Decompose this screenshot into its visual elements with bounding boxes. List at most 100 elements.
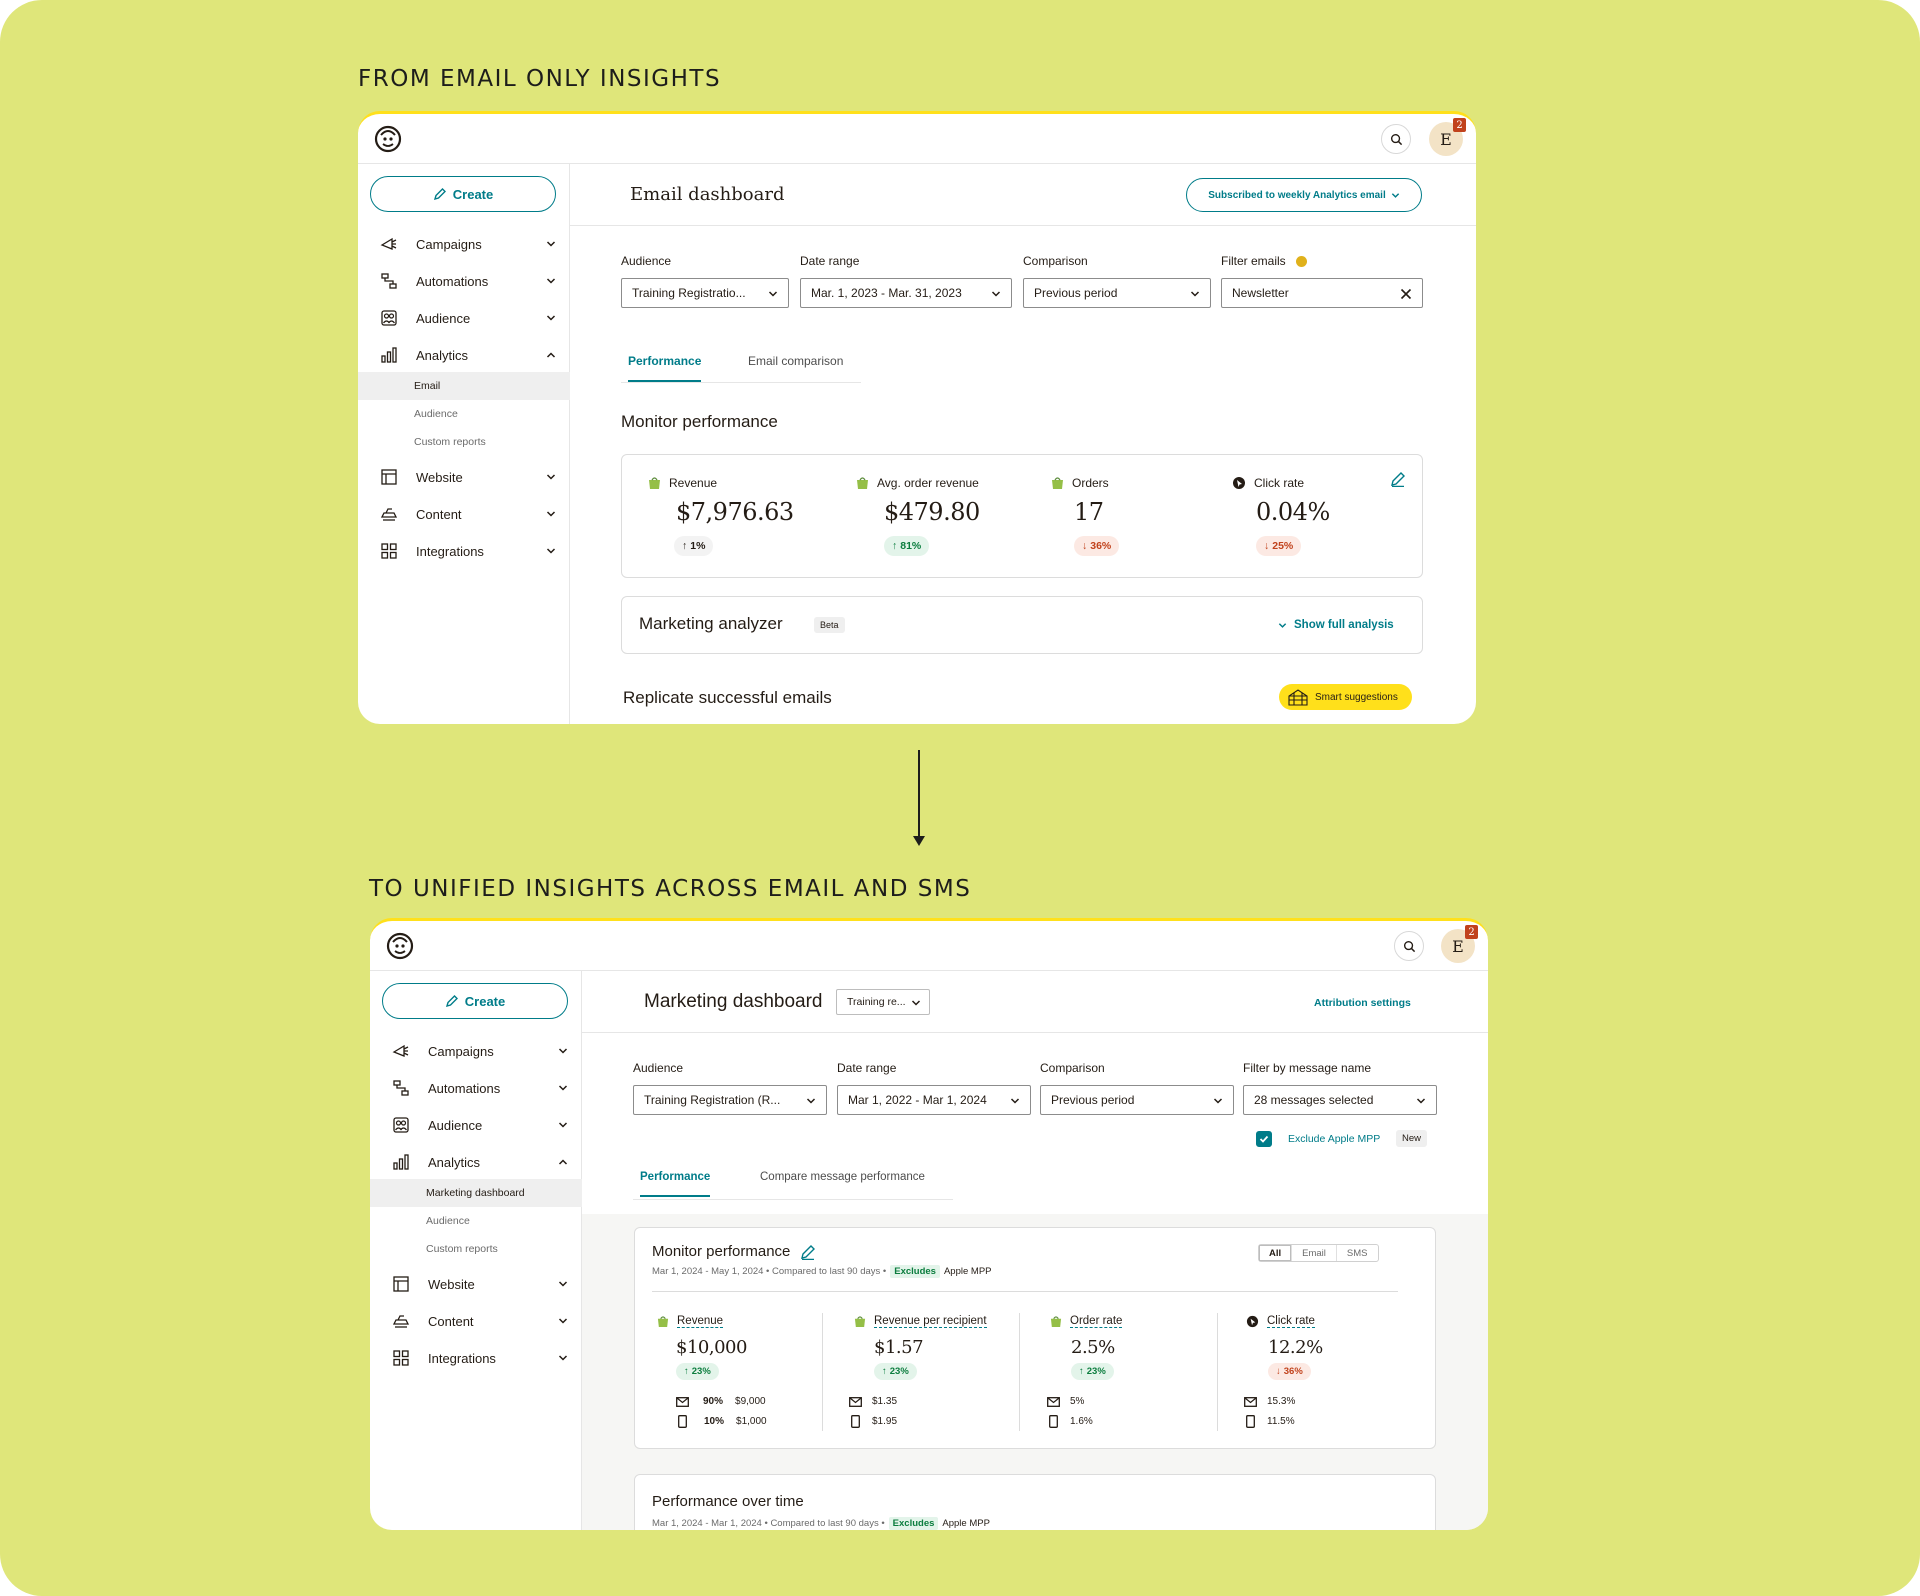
pencil-icon[interactable] bbox=[1390, 471, 1406, 487]
nav-label: Campaigns bbox=[428, 1043, 494, 1059]
date-range-select[interactable]: Mar 1, 2022 - Mar 1, 2024 bbox=[837, 1085, 1031, 1115]
email-icon bbox=[849, 1396, 862, 1407]
nav-automations[interactable]: Automations bbox=[370, 1073, 582, 1103]
meta-dates: Mar 1, 2024 - Mar 1, 2024 • Compared to … bbox=[652, 1518, 885, 1529]
nav-sub-email[interactable]: Email bbox=[358, 372, 570, 400]
nav-campaigns[interactable]: Campaigns bbox=[370, 1036, 582, 1066]
exclude-apple-mpp-checkbox[interactable] bbox=[1256, 1131, 1272, 1147]
nav-analytics[interactable]: Analytics bbox=[370, 1147, 582, 1177]
nav-content[interactable]: Content bbox=[370, 1306, 582, 1336]
metrics-card bbox=[621, 454, 1423, 578]
nav-audience[interactable]: Audience bbox=[370, 1110, 582, 1140]
metric-rpr-label: Revenue per recipient bbox=[854, 1315, 987, 1328]
comparison-select[interactable]: Previous period bbox=[1040, 1085, 1234, 1115]
meta-mpp: Apple MPP bbox=[942, 1518, 990, 1529]
nav-label: Integrations bbox=[428, 1350, 496, 1366]
metric-aov-value: $479.80 bbox=[884, 498, 980, 526]
chevron-down-icon bbox=[546, 511, 556, 517]
rpr-email-breakdown: $1.35 bbox=[849, 1396, 897, 1407]
show-full-analysis-button[interactable]: Show full analysis bbox=[1278, 619, 1394, 631]
chevron-down-icon bbox=[546, 315, 556, 321]
status-dot bbox=[1295, 255, 1307, 267]
metric-click-rate-label: Click rate bbox=[1232, 476, 1304, 490]
segment-all[interactable]: All bbox=[1259, 1245, 1293, 1261]
arrow-up-icon: ↑ bbox=[682, 540, 688, 552]
email-val: $1.35 bbox=[872, 1396, 898, 1407]
new-badge: New bbox=[1396, 1130, 1428, 1147]
create-button[interactable]: Create bbox=[382, 983, 568, 1019]
create-button[interactable]: Create bbox=[370, 176, 556, 212]
tab-compare-message-performance[interactable]: Compare message performance bbox=[760, 1171, 925, 1183]
phone-icon bbox=[1246, 1415, 1255, 1428]
metric-order-rate-value: 2.5% bbox=[1071, 1337, 1115, 1358]
filter-emails-input[interactable]: Newsletter bbox=[1221, 278, 1423, 308]
pot-meta: Mar 1, 2024 - Mar 1, 2024 • Compared to … bbox=[652, 1517, 990, 1530]
audience-label: Audience bbox=[633, 1061, 684, 1075]
smart-suggestions-button[interactable]: Smart suggestions bbox=[1279, 684, 1412, 710]
pencil-icon[interactable] bbox=[800, 1244, 816, 1260]
nav-audience[interactable]: Audience bbox=[358, 303, 570, 333]
segment-sms[interactable]: SMS bbox=[1346, 1247, 1368, 1259]
select-value: Mar 1, 2022 - Mar 1, 2024 bbox=[848, 1093, 987, 1107]
email-icon bbox=[1244, 1396, 1257, 1407]
tab-performance[interactable]: Performance bbox=[628, 354, 702, 382]
metric-rpr-value: $1.57 bbox=[874, 1337, 924, 1358]
analytics-icon bbox=[381, 347, 397, 363]
sms-val: 1.6% bbox=[1070, 1416, 1093, 1427]
chevron-down-icon bbox=[558, 1281, 568, 1287]
freddie-logo-icon[interactable] bbox=[384, 930, 416, 962]
tab-performance[interactable]: Performance bbox=[640, 1171, 711, 1197]
nav-content[interactable]: Content bbox=[358, 499, 570, 529]
search-icon bbox=[1390, 133, 1402, 145]
tab-email-comparison[interactable]: Email comparison bbox=[748, 354, 844, 368]
arrow-up-icon: ↑ bbox=[684, 1366, 689, 1377]
shopify-bag-icon bbox=[857, 477, 868, 489]
nav-sub-custom-reports[interactable]: Custom reports bbox=[414, 436, 486, 448]
nav-sub-marketing-dashboard[interactable]: Marketing dashboard bbox=[370, 1179, 582, 1207]
select-value: Newsletter bbox=[1232, 286, 1289, 300]
close-icon[interactable] bbox=[1400, 288, 1412, 300]
change-value: 23% bbox=[1086, 1366, 1106, 1377]
change-value: 23% bbox=[889, 1366, 909, 1377]
nav-website[interactable]: Website bbox=[358, 462, 570, 492]
attribution-settings-link[interactable]: Attribution settings bbox=[1314, 997, 1411, 1009]
search-button[interactable] bbox=[1394, 931, 1424, 961]
nav-sub-audience[interactable]: Audience bbox=[426, 1215, 470, 1227]
audience-select[interactable]: Training Registration (R... bbox=[633, 1085, 827, 1115]
filter-message-label: Filter by message name bbox=[1243, 1061, 1372, 1075]
label-text: Revenue bbox=[677, 1315, 724, 1328]
nav-analytics[interactable]: Analytics bbox=[358, 340, 570, 370]
nav-website[interactable]: Website bbox=[370, 1269, 582, 1299]
filter-message-select[interactable]: 28 messages selected bbox=[1243, 1085, 1437, 1115]
date-range-label: Date range bbox=[837, 1061, 897, 1075]
change-value: 25% bbox=[1272, 540, 1294, 552]
metric-revenue-label: Revenue bbox=[648, 476, 717, 490]
nav-label: Analytics bbox=[416, 347, 469, 363]
date-range-select[interactable]: Mar. 1, 2023 - Mar. 31, 2023 bbox=[800, 278, 1012, 308]
segment-email[interactable]: Email bbox=[1292, 1245, 1337, 1261]
pencil-icon bbox=[433, 188, 446, 201]
title-audience-select[interactable]: Training re... bbox=[836, 989, 930, 1015]
avatar-initial: E bbox=[1452, 936, 1464, 956]
metric-click-rate-change: ↓ 36% bbox=[1268, 1363, 1311, 1380]
subscribe-button[interactable]: Subscribed to weekly Analytics email bbox=[1186, 178, 1422, 212]
audience-select[interactable]: Training Registratio... bbox=[621, 278, 789, 308]
create-label: Create bbox=[452, 186, 494, 202]
comparison-select[interactable]: Previous period bbox=[1023, 278, 1211, 308]
nav-campaigns[interactable]: Campaigns bbox=[358, 229, 570, 259]
shopify-bag-icon bbox=[854, 1316, 866, 1328]
nav-sub-custom-reports[interactable]: Custom reports bbox=[426, 1243, 498, 1255]
nav-sub-audience[interactable]: Audience bbox=[414, 408, 458, 420]
nav-integrations[interactable]: Integrations bbox=[370, 1343, 582, 1373]
search-button[interactable] bbox=[1381, 124, 1411, 154]
exclude-apple-mpp-label[interactable]: Exclude Apple MPP bbox=[1288, 1133, 1381, 1145]
phone-icon bbox=[1049, 1415, 1058, 1428]
freddie-logo-icon[interactable] bbox=[372, 123, 404, 155]
campaigns-icon bbox=[380, 237, 397, 250]
nav-integrations[interactable]: Integrations bbox=[358, 536, 570, 566]
nav-automations[interactable]: Automations bbox=[358, 266, 570, 296]
click-rate-email-breakdown: 15.3% bbox=[1244, 1396, 1295, 1407]
